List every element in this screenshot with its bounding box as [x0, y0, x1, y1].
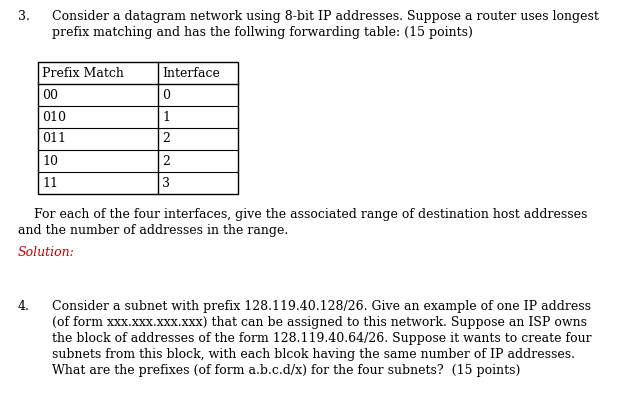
Text: and the number of addresses in the range.: and the number of addresses in the range…: [18, 224, 288, 237]
Text: the block of addresses of the form 128.119.40.64/26. Suppose it wants to create : the block of addresses of the form 128.1…: [52, 332, 592, 345]
Text: 2: 2: [162, 133, 170, 145]
Text: What are the prefixes (of form a.b.c.d/x) for the four subnets?  (15 points): What are the prefixes (of form a.b.c.d/x…: [52, 364, 520, 377]
Text: 10: 10: [42, 154, 58, 168]
Text: 010: 010: [42, 110, 66, 124]
Text: For each of the four interfaces, give the associated range of destination host a: For each of the four interfaces, give th…: [18, 208, 587, 221]
Text: Prefix Match: Prefix Match: [42, 66, 124, 80]
Text: 1: 1: [162, 110, 170, 124]
Bar: [38, 62, 238, 194]
Text: Interface: Interface: [162, 66, 220, 80]
Text: (of form xxx.xxx.xxx.xxx) that can be assigned to this network. Suppose an ISP o: (of form xxx.xxx.xxx.xxx) that can be as…: [52, 316, 587, 329]
Text: 011: 011: [42, 133, 66, 145]
Text: 0: 0: [162, 89, 170, 101]
Text: 3.: 3.: [18, 10, 30, 23]
Text: 00: 00: [42, 89, 58, 101]
Text: prefix matching and has the follwing forwarding table: (15 points): prefix matching and has the follwing for…: [52, 26, 473, 39]
Text: Consider a subnet with prefix 128.119.40.128/26. Give an example of one IP addre: Consider a subnet with prefix 128.119.40…: [52, 300, 591, 313]
Text: Solution:: Solution:: [18, 246, 75, 259]
Text: subnets from this block, with each blcok having the same number of IP addresses.: subnets from this block, with each blcok…: [52, 348, 575, 361]
Text: 11: 11: [42, 176, 58, 190]
Text: Consider a datagram network using 8-bit IP addresses. Suppose a router uses long: Consider a datagram network using 8-bit …: [52, 10, 599, 23]
Text: 2: 2: [162, 154, 170, 168]
Text: 4.: 4.: [18, 300, 30, 313]
Text: 3: 3: [162, 176, 170, 190]
